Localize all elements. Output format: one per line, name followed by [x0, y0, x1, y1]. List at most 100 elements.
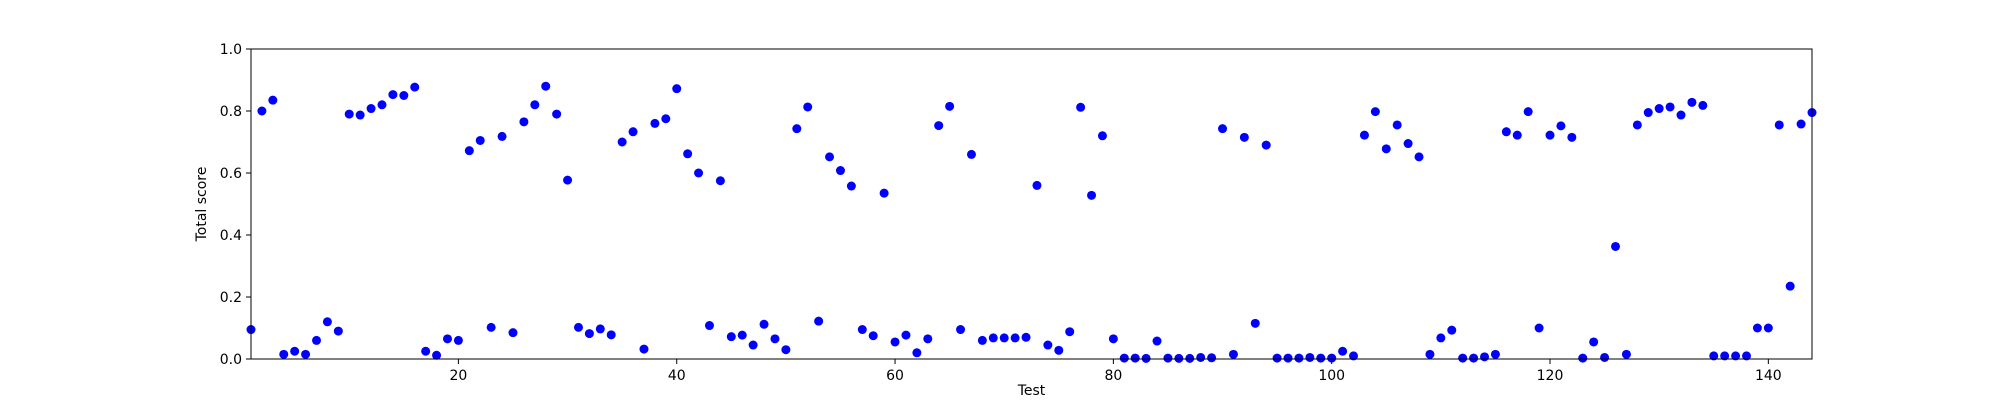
data-point: [1349, 351, 1359, 361]
data-point: [912, 348, 922, 358]
data-point: [377, 100, 387, 110]
data-point: [1294, 353, 1304, 363]
data-point: [1611, 241, 1621, 251]
plot-frame: [250, 48, 1813, 360]
data-point: [290, 346, 300, 356]
data-point: [1763, 323, 1773, 333]
data-point: [1654, 104, 1664, 114]
data-point: [1381, 144, 1391, 154]
y-tick-label: 0.6: [220, 166, 242, 182]
data-point: [1239, 132, 1249, 142]
data-point: [770, 334, 780, 344]
y-tick-label: 0.2: [220, 290, 242, 306]
data-point: [661, 114, 671, 124]
data-point: [1523, 107, 1533, 117]
data-point: [344, 109, 354, 119]
data-point: [1534, 323, 1544, 333]
data-point: [792, 124, 802, 134]
x-tick-label: 40: [668, 368, 686, 384]
data-point: [923, 334, 933, 344]
data-point: [1130, 353, 1140, 363]
data-point: [1774, 120, 1784, 130]
data-point: [1731, 351, 1741, 361]
data-point: [410, 82, 420, 92]
data-point: [825, 152, 835, 162]
data-point: [890, 337, 900, 347]
data-point: [683, 149, 693, 159]
data-point: [1785, 281, 1795, 291]
data-point: [857, 325, 867, 335]
data-point: [1720, 351, 1730, 361]
data-point: [453, 335, 463, 345]
data-point: [1010, 333, 1020, 343]
data-point: [814, 316, 824, 326]
data-point: [552, 109, 562, 119]
data-point: [1316, 353, 1326, 363]
data-point: [1392, 120, 1402, 130]
data-point: [1796, 119, 1806, 129]
data-point: [1076, 102, 1086, 112]
data-point: [617, 137, 627, 147]
data-point: [1108, 334, 1118, 344]
data-point: [1065, 327, 1075, 337]
data-point: [737, 330, 747, 340]
data-point: [1163, 353, 1173, 363]
data-point: [1600, 352, 1610, 362]
data-point: [868, 331, 878, 341]
data-point: [1087, 190, 1097, 200]
data-point: [1490, 349, 1500, 359]
data-point: [563, 175, 573, 185]
y-axis-label: Total score: [194, 167, 210, 243]
data-point: [497, 131, 507, 141]
data-point: [1578, 353, 1588, 363]
data-point: [1327, 353, 1337, 363]
data-point: [1218, 124, 1228, 134]
data-point: [530, 100, 540, 110]
data-point: [759, 319, 769, 329]
data-point: [781, 345, 791, 355]
data-point: [1665, 102, 1675, 112]
data-point: [901, 330, 911, 340]
data-point: [464, 146, 474, 156]
data-point: [1261, 140, 1271, 150]
data-point: [268, 95, 278, 105]
data-point: [1709, 351, 1719, 361]
x-tick-label: 100: [1318, 368, 1345, 384]
data-point: [1567, 132, 1577, 142]
data-point: [726, 332, 736, 342]
data-point: [1469, 353, 1479, 363]
data-point: [1228, 349, 1238, 359]
data-point: [945, 101, 955, 111]
data-point: [399, 91, 409, 100]
data-point: [1305, 352, 1315, 362]
data-point: [1752, 323, 1762, 333]
x-axis-ticks: 20 40 60 80 100 120 140: [449, 359, 1782, 384]
data-point: [1032, 180, 1042, 190]
data-point: [432, 350, 442, 360]
data-point: [301, 349, 311, 359]
data-point: [846, 181, 856, 191]
data-point: [1501, 127, 1511, 137]
data-point: [1152, 336, 1162, 346]
data-point: [1436, 333, 1446, 343]
data-point: [977, 335, 987, 345]
data-point: [704, 321, 714, 331]
x-tick-label: 120: [1537, 368, 1564, 384]
data-point: [879, 188, 889, 198]
data-point: [1207, 353, 1217, 363]
data-point: [1480, 352, 1490, 362]
data-point: [1425, 349, 1435, 359]
data-point: [595, 324, 605, 334]
data-point: [1621, 349, 1631, 359]
data-point: [1632, 120, 1642, 130]
data-point: [1359, 130, 1369, 140]
data-point: [966, 149, 976, 159]
data-point: [333, 326, 343, 336]
data-point: [1283, 353, 1293, 363]
data-point: [1687, 97, 1697, 107]
data-point: [573, 322, 583, 332]
data-point: [279, 349, 289, 359]
data-point: [1676, 110, 1686, 120]
